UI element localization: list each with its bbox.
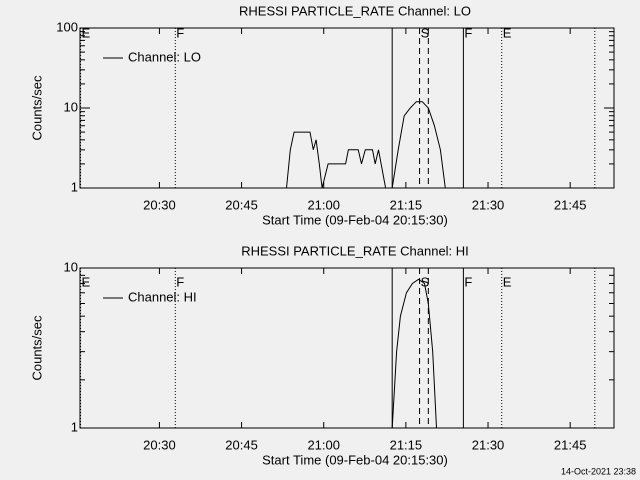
flag-label: F (176, 274, 184, 289)
flag-label: E (503, 25, 512, 40)
x-tick-label: 20:30 (143, 197, 176, 212)
footer: 14-Oct-2021 23:38 (561, 466, 636, 476)
x-tick-label: 21:00 (307, 437, 340, 452)
legend-label: Channel: HI (128, 289, 197, 304)
x-tick-label: 21:00 (307, 197, 340, 212)
flag-label: F (176, 25, 184, 40)
x-axis-label: Start Time (09-Feb-04 20:15:30) (262, 212, 448, 227)
flag-label: F (464, 25, 472, 40)
x-tick-label: 20:45 (225, 437, 258, 452)
x-tick-label: 21:15 (390, 437, 423, 452)
flag-label: S (421, 25, 430, 40)
plot-frame (79, 267, 615, 429)
x-tick-label: 20:45 (225, 197, 258, 212)
flag-label: E (82, 25, 91, 40)
y-axis-label: Counts/sec (29, 315, 44, 381)
x-axis-label: Start Time (09-Feb-04 20:15:30) (262, 452, 448, 467)
x-tick-label: 21:45 (554, 437, 587, 452)
y-tick-label: 10 (64, 259, 78, 274)
flag-label: E (82, 274, 91, 289)
flag-label: S (421, 274, 430, 289)
x-tick-label: 21:30 (472, 197, 505, 212)
flag-label: E (503, 274, 512, 289)
data-line (391, 278, 437, 428)
x-tick-label: 21:30 (472, 437, 505, 452)
y-tick-label: 1 (71, 179, 78, 194)
y-tick-label: 10 (64, 99, 78, 114)
y-tick-label: 1 (71, 419, 78, 434)
x-tick-label: 20:30 (143, 437, 176, 452)
data-line (286, 101, 446, 188)
legend-label: Channel: LO (128, 49, 201, 64)
y-axis-label: Counts/sec (29, 75, 44, 141)
x-tick-label: 21:45 (554, 197, 587, 212)
y-tick-label: 100 (56, 19, 78, 34)
flag-label: F (464, 274, 472, 289)
chart-title: RHESSI PARTICLE_RATE Channel: HI (241, 243, 469, 258)
x-tick-label: 21:15 (390, 197, 423, 212)
chart-title: RHESSI PARTICLE_RATE Channel: LO (239, 3, 471, 18)
